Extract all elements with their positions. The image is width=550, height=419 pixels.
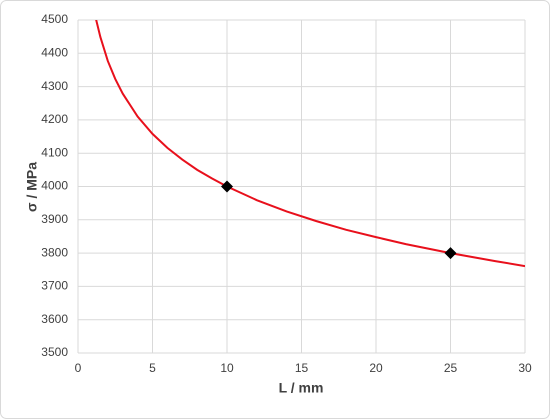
y-tick-label: 4200: [41, 112, 68, 126]
y-axis-title: σ / MPa: [24, 162, 40, 212]
x-tick-label: 20: [369, 361, 383, 375]
y-tick-label: 4100: [41, 145, 68, 159]
x-tick-label: 30: [518, 361, 532, 375]
curve: [95, 20, 525, 268]
data-point: [221, 180, 233, 193]
y-tick-label: 3800: [41, 245, 68, 259]
x-tick-label: 25: [444, 361, 458, 375]
y-tick-label: 4300: [41, 79, 68, 93]
y-tick-label: 3900: [41, 212, 68, 226]
data-point: [444, 247, 457, 260]
x-tick-label: 5: [149, 361, 156, 375]
x-tick-label: 15: [295, 361, 309, 375]
y-tick-label: 3700: [41, 279, 68, 293]
x-tick-label: 10: [220, 361, 234, 375]
y-tick-label: 3600: [41, 312, 68, 326]
y-tick-label: 3500: [41, 345, 68, 359]
y-tick-label: 4000: [41, 179, 68, 193]
x-axis-title: L / mm: [279, 380, 324, 396]
y-tick-label: 4400: [41, 45, 68, 59]
x-tick-label: 0: [75, 361, 82, 375]
y-tick-label: 4500: [41, 12, 68, 26]
